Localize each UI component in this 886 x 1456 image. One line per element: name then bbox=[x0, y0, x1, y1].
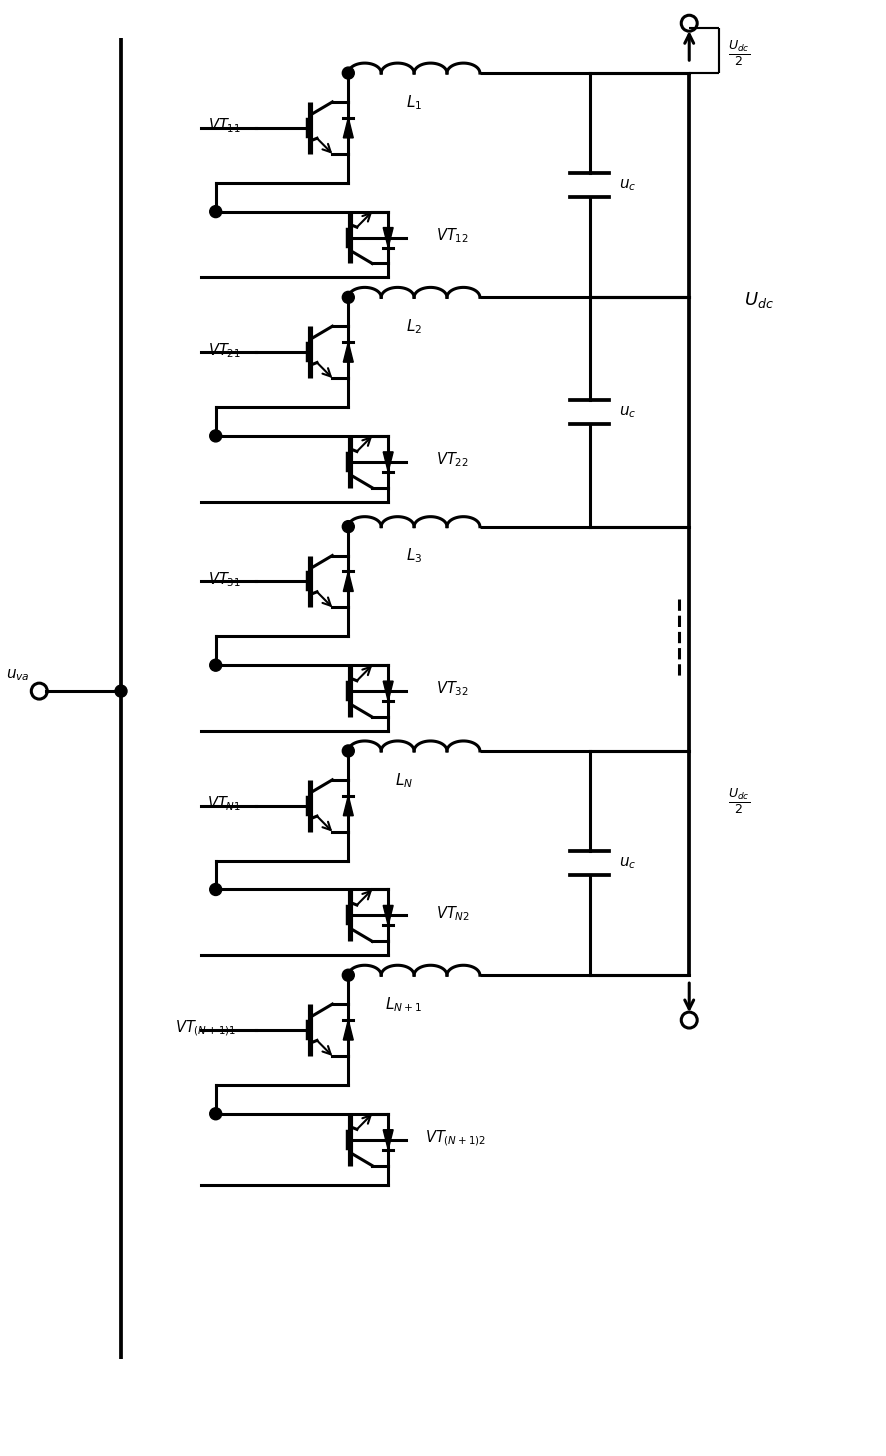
Circle shape bbox=[342, 67, 354, 79]
Text: $VT_{N1}$: $VT_{N1}$ bbox=[206, 795, 241, 812]
Circle shape bbox=[342, 521, 354, 533]
Circle shape bbox=[210, 1108, 222, 1120]
Text: $u_c$: $u_c$ bbox=[619, 178, 637, 194]
Text: $\frac{U_{dc}}{2}$: $\frac{U_{dc}}{2}$ bbox=[728, 786, 750, 815]
Text: $U_{dc}$: $U_{dc}$ bbox=[744, 290, 774, 310]
Text: $L_N$: $L_N$ bbox=[395, 770, 413, 789]
Text: $VT_{12}$: $VT_{12}$ bbox=[436, 226, 469, 245]
Text: $VT_{22}$: $VT_{22}$ bbox=[436, 450, 469, 469]
Text: $L_1$: $L_1$ bbox=[406, 93, 423, 112]
Text: $\frac{U_{dc}}{2}$: $\frac{U_{dc}}{2}$ bbox=[728, 38, 750, 68]
Polygon shape bbox=[343, 118, 354, 138]
Text: $VT_{(N+1)1}$: $VT_{(N+1)1}$ bbox=[175, 1018, 237, 1038]
Text: $VT_{(N+1)2}$: $VT_{(N+1)2}$ bbox=[425, 1128, 486, 1147]
Text: $VT_{21}$: $VT_{21}$ bbox=[207, 341, 241, 360]
Text: $VT_{11}$: $VT_{11}$ bbox=[207, 116, 241, 135]
Circle shape bbox=[210, 660, 222, 671]
Polygon shape bbox=[343, 796, 354, 815]
Polygon shape bbox=[383, 906, 393, 926]
Polygon shape bbox=[343, 572, 354, 591]
Text: $L_2$: $L_2$ bbox=[406, 317, 422, 336]
Polygon shape bbox=[383, 1130, 393, 1150]
Polygon shape bbox=[343, 342, 354, 363]
Polygon shape bbox=[383, 451, 393, 472]
Text: $u_c$: $u_c$ bbox=[619, 405, 637, 419]
Text: $u_{va}$: $u_{va}$ bbox=[6, 667, 30, 683]
Polygon shape bbox=[343, 1021, 354, 1040]
Circle shape bbox=[115, 686, 127, 697]
Text: $L_3$: $L_3$ bbox=[406, 546, 423, 565]
Polygon shape bbox=[383, 227, 393, 248]
Text: $VT_{32}$: $VT_{32}$ bbox=[436, 680, 469, 699]
Text: $VT_{N2}$: $VT_{N2}$ bbox=[436, 904, 470, 923]
Circle shape bbox=[342, 970, 354, 981]
Circle shape bbox=[210, 205, 222, 217]
Circle shape bbox=[210, 884, 222, 895]
Circle shape bbox=[342, 291, 354, 303]
Circle shape bbox=[210, 430, 222, 443]
Text: $u_c$: $u_c$ bbox=[619, 855, 637, 871]
Circle shape bbox=[342, 745, 354, 757]
Polygon shape bbox=[383, 681, 393, 702]
Text: $VT_{31}$: $VT_{31}$ bbox=[207, 571, 241, 588]
Text: $L_{N+1}$: $L_{N+1}$ bbox=[385, 994, 423, 1013]
